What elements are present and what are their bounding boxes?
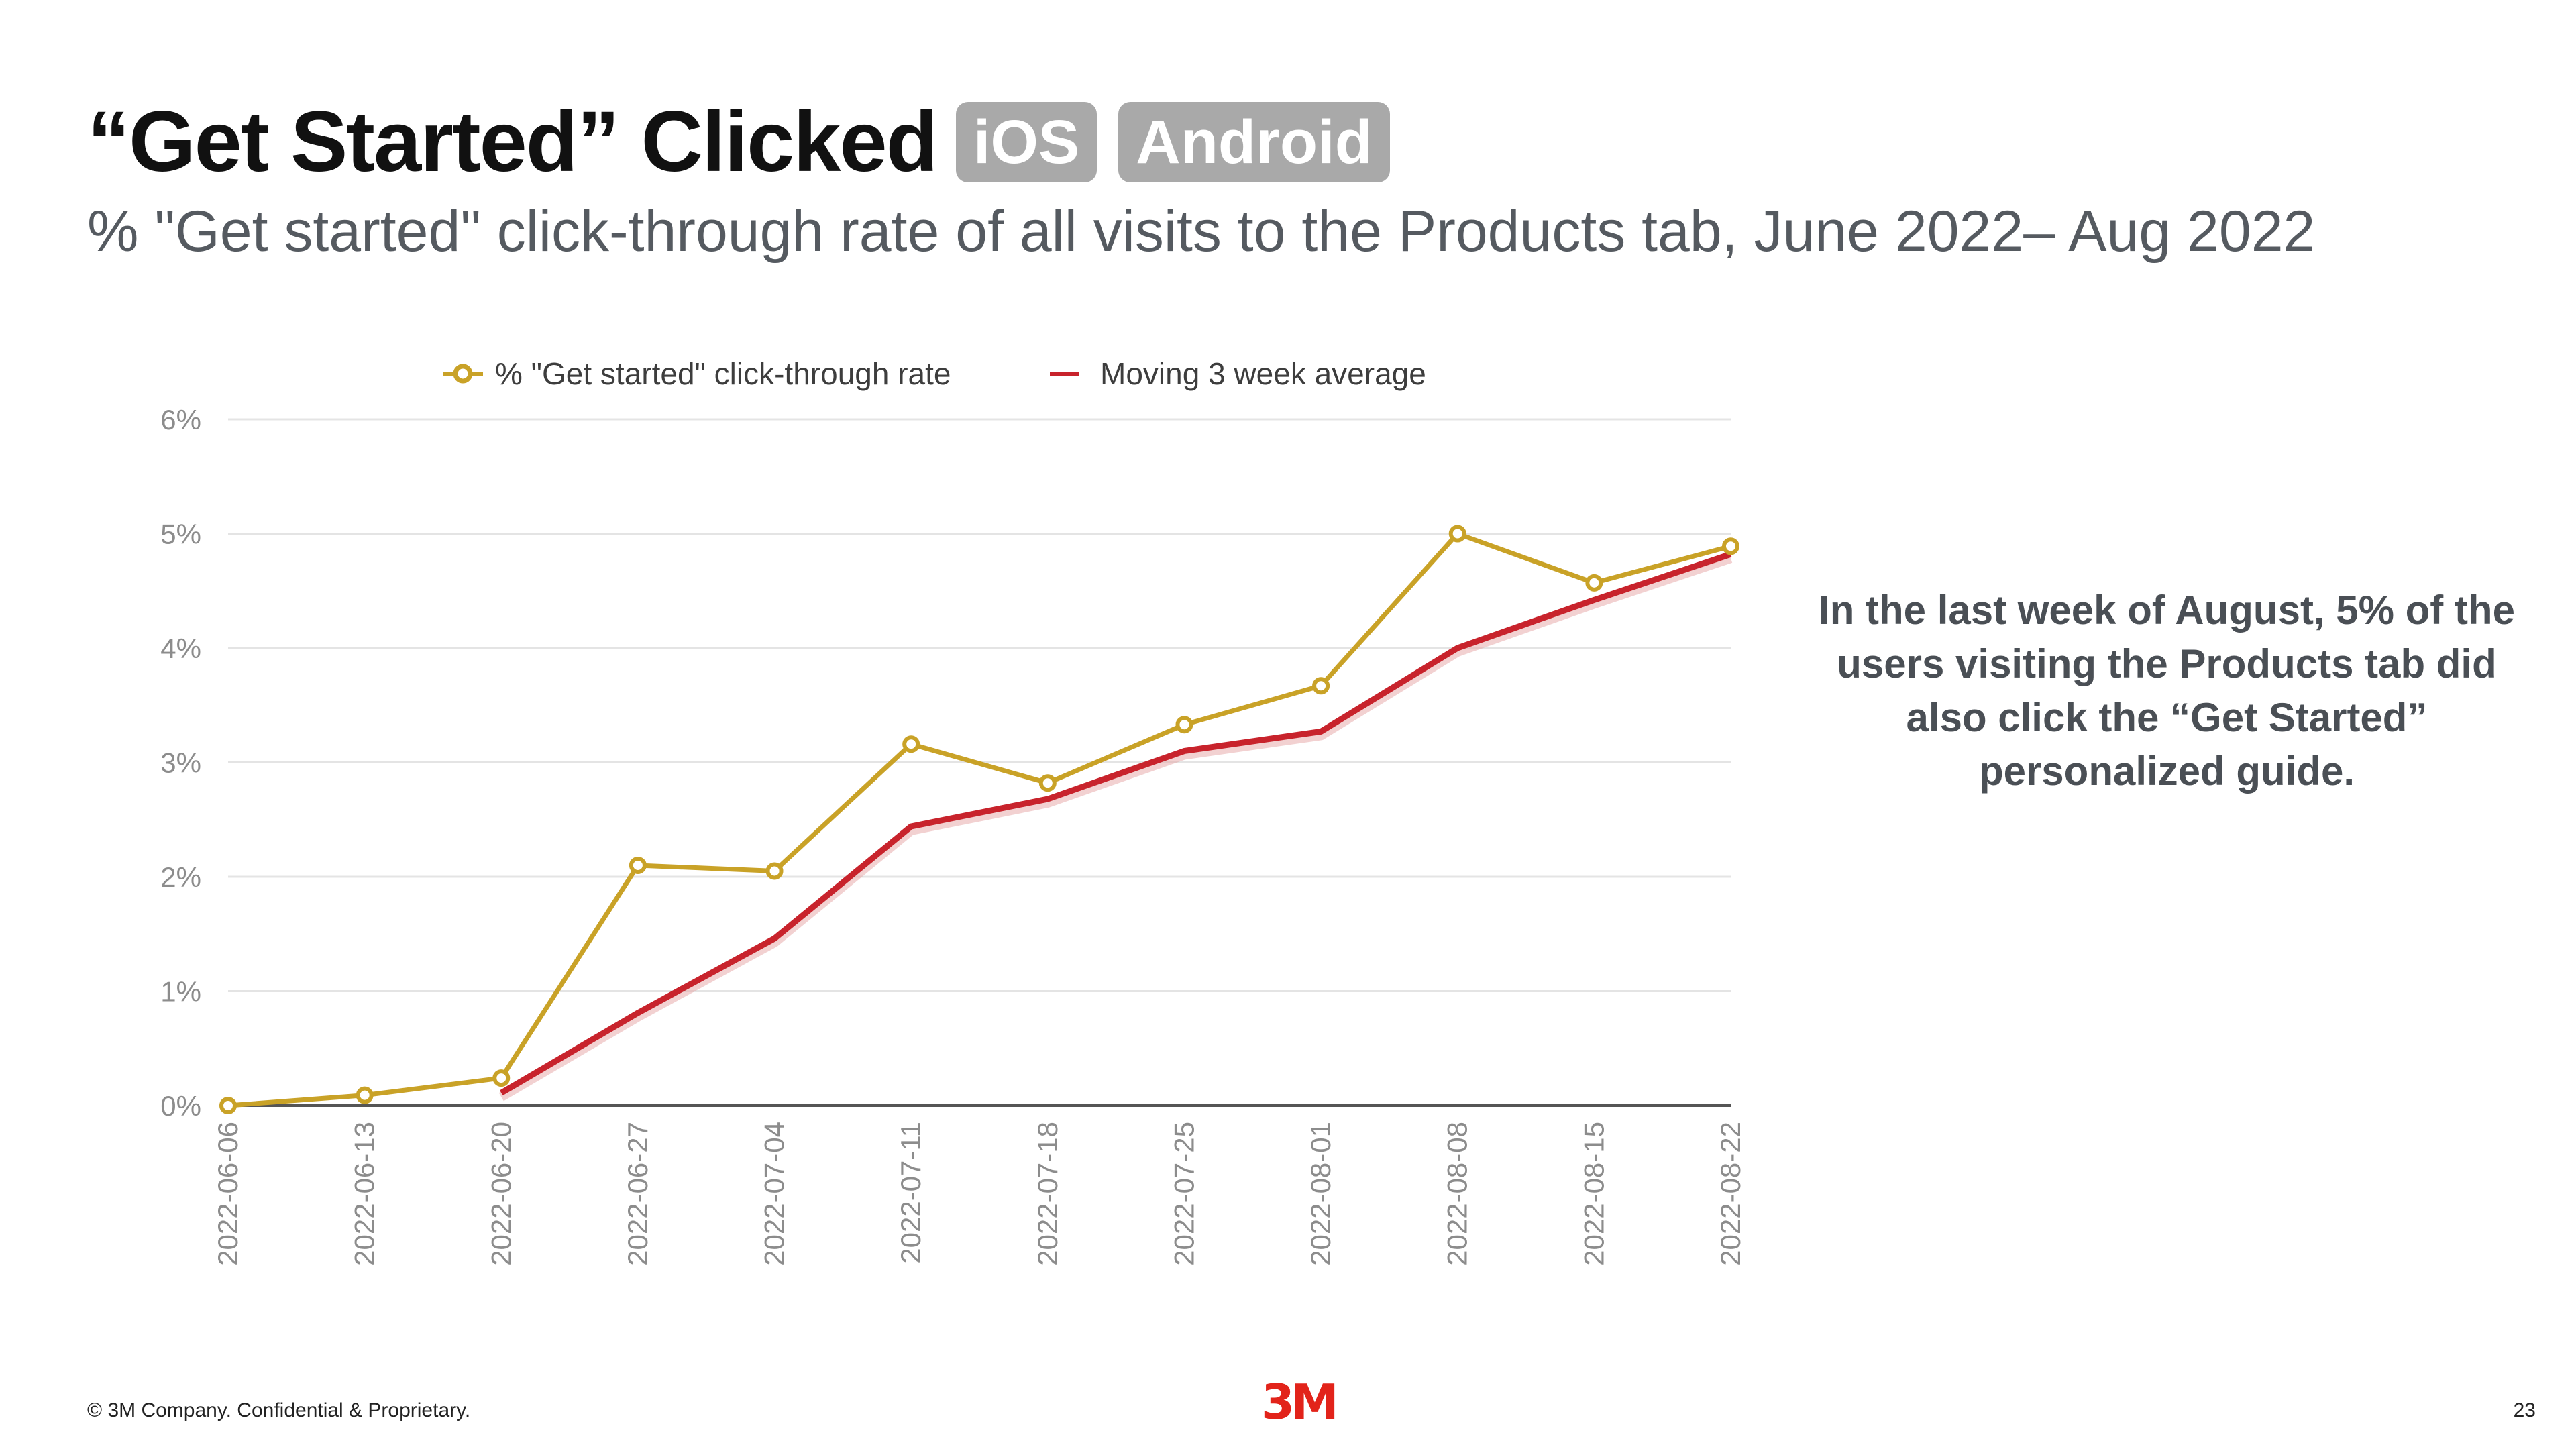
click-through-rate-point (1722, 537, 1739, 555)
moving-average-line (499, 551, 1732, 1096)
x-tick-label: 2022-06-06 (212, 1122, 244, 1266)
y-tick-label: 3% (160, 747, 201, 779)
click-through-rate-point (1312, 677, 1330, 695)
insight-callout: In the last week of August, 5% of the us… (1819, 588, 2515, 794)
y-tick-label: 1% (160, 976, 201, 1008)
y-tick-label: 2% (160, 861, 201, 893)
y-tick-label: 5% (160, 519, 201, 550)
legend-ctr-swatch-marker (453, 364, 473, 384)
click-through-rate-point (219, 1097, 237, 1114)
x-tick-label: 2022-06-27 (622, 1122, 653, 1266)
x-tick-label: 2022-06-13 (349, 1122, 380, 1266)
y-tick-label: 6% (160, 404, 201, 435)
ios-tag: iOS (955, 102, 1097, 182)
legend-ctr-label: % "Get started" click-through rate (495, 356, 951, 391)
company-logo: 3M (1261, 1374, 1339, 1430)
click-through-rate-point (1585, 574, 1603, 592)
legend-moving-average-label: Moving 3 week average (1100, 356, 1426, 391)
x-tick-label: 2022-08-22 (1715, 1122, 1746, 1266)
click-through-rate-point (1175, 716, 1193, 734)
android-tag: Android (1118, 102, 1390, 182)
click-through-rate-point (902, 735, 920, 753)
x-tick-label: 2022-08-01 (1305, 1122, 1336, 1266)
x-tick-label: 2022-07-25 (1168, 1122, 1199, 1266)
click-through-rate-point (492, 1069, 511, 1087)
page-title: “Get Started” Clicked (87, 94, 938, 190)
click-through-rate-line (227, 531, 1731, 1108)
x-tick-label: 2022-07-04 (759, 1122, 790, 1266)
chart-subtitle: % "Get started" click-through rate of al… (87, 199, 2316, 264)
copyright-footer: © 3M Company. Confidential & Proprietary… (87, 1399, 471, 1421)
moving-average-shadow (498, 553, 1733, 1102)
click-through-rate-point (765, 862, 784, 880)
x-tick-label: 2022-06-20 (485, 1122, 517, 1266)
x-tick-label: 2022-08-08 (1442, 1122, 1473, 1266)
click-through-rate-point (1038, 774, 1057, 792)
y-tick-label: 0% (160, 1090, 201, 1122)
x-tick-label: 2022-07-18 (1032, 1122, 1063, 1266)
title-row: “Get Started” Clicked iOS Android (87, 99, 1390, 185)
click-through-rate-point (356, 1086, 374, 1104)
x-tick-label: 2022-07-11 (895, 1122, 926, 1264)
x-tick-label: 2022-08-15 (1578, 1122, 1609, 1266)
click-through-rate-point (629, 856, 647, 874)
page-number: 23 (2513, 1399, 2536, 1421)
click-through-rate-point (1448, 525, 1466, 543)
y-tick-label: 4% (160, 633, 201, 664)
